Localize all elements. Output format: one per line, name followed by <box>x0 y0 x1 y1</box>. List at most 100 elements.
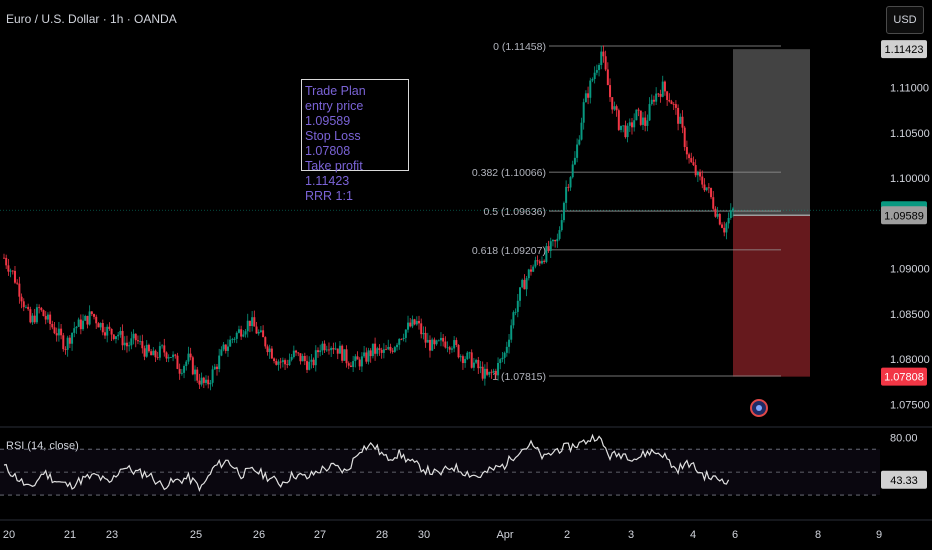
candle-body <box>27 306 30 310</box>
candle-body <box>194 369 197 375</box>
trade-plan-note[interactable]: Trade Plan entry price 1.09589 Stop Loss… <box>301 79 409 203</box>
candle-body <box>288 359 291 366</box>
candle-body <box>519 287 522 301</box>
candle-body <box>330 347 333 351</box>
candle-body <box>415 321 418 325</box>
candle-body <box>385 349 388 351</box>
chart-title: Euro / U.S. Dollar · 1h · OANDA <box>6 12 177 26</box>
candle-body <box>391 350 394 352</box>
candle-body <box>108 326 111 329</box>
candle-body <box>215 366 218 369</box>
candle-body <box>558 230 561 239</box>
time-tick-label: 23 <box>106 529 118 541</box>
candle-body <box>345 349 348 364</box>
alert-dot <box>756 405 762 411</box>
candle-body <box>128 345 131 347</box>
candle-body <box>198 380 201 385</box>
candle-body <box>701 176 704 185</box>
candle-body <box>134 333 137 341</box>
candle-body <box>727 217 730 224</box>
rsi-indicator-label[interactable]: RSI (14, close) <box>6 440 79 452</box>
candle-body <box>536 260 539 262</box>
candle-body <box>606 69 609 86</box>
candle-body <box>486 368 489 375</box>
candle-body <box>705 187 708 191</box>
candles <box>3 45 734 391</box>
candle-body <box>617 110 620 130</box>
candle-body <box>349 365 352 367</box>
candle-body <box>540 260 543 264</box>
candle-body <box>101 323 104 333</box>
rsi-value-label: 43.33 <box>890 475 918 487</box>
candle-body <box>369 350 372 357</box>
candle-body <box>609 85 612 98</box>
candle-body <box>147 344 150 352</box>
candle-body <box>189 353 192 358</box>
time-tick-label: 6 <box>732 529 738 541</box>
candle-body <box>119 330 122 335</box>
candle-body <box>644 117 647 126</box>
candle-body <box>470 352 473 368</box>
candle-body <box>525 278 528 290</box>
candle-body <box>169 357 172 358</box>
candle-body <box>55 333 58 336</box>
candle-body <box>567 186 570 188</box>
candle-body <box>505 346 508 353</box>
candle-body <box>62 335 65 350</box>
candle-body <box>277 361 280 365</box>
candle-body <box>569 177 572 188</box>
candle-body <box>466 352 469 360</box>
rsi-tick-label: 80.00 <box>890 433 918 445</box>
candle-body <box>303 355 306 362</box>
candle-body <box>393 347 396 352</box>
candle-body <box>560 220 563 231</box>
candle-body <box>442 337 445 342</box>
candle-body <box>652 99 655 102</box>
candle-body <box>275 361 278 365</box>
candle-body <box>620 125 623 130</box>
candle-body <box>132 333 135 339</box>
candle-body <box>139 341 142 342</box>
candle-body <box>251 317 254 327</box>
candle-body <box>16 282 19 284</box>
candle-body <box>279 361 282 363</box>
candle-body <box>479 366 482 369</box>
candle-body <box>571 164 574 178</box>
candle-body <box>683 127 686 148</box>
candle-body <box>580 122 583 140</box>
candle-body <box>71 332 74 344</box>
candle-body <box>721 224 724 228</box>
candle-body <box>218 355 221 369</box>
candle-body <box>450 348 453 350</box>
candle-body <box>341 345 344 361</box>
candle-body <box>99 323 102 328</box>
trade-plan-line: Stop Loss 1.07808 <box>305 129 361 158</box>
candle-body <box>431 339 434 351</box>
candle-body <box>710 188 713 198</box>
candle-body <box>635 109 638 121</box>
fib-level-label: 1 (1.07815) <box>492 371 546 383</box>
candle-body <box>547 246 550 251</box>
candle-body <box>488 371 491 375</box>
currency-button[interactable]: USD <box>886 6 924 34</box>
fib-level-label: 0.618 (1.09207) <box>472 245 546 257</box>
candle-body <box>207 379 210 385</box>
candle-body <box>5 257 8 266</box>
candle-body <box>655 93 658 102</box>
alert-icon[interactable] <box>750 399 768 417</box>
candle-body <box>696 172 699 176</box>
candle-body <box>360 356 363 367</box>
candle-body <box>650 99 653 105</box>
candle-body <box>387 346 390 350</box>
candle-body <box>622 125 625 127</box>
candle-body <box>497 363 500 376</box>
candle-body <box>418 321 421 324</box>
candle-body <box>301 355 304 362</box>
candle-body <box>378 348 381 350</box>
candle-body <box>674 104 677 108</box>
candle-body <box>549 241 552 251</box>
candle-body <box>255 326 258 334</box>
price-tick-label: 1.08000 <box>890 354 930 366</box>
candle-body <box>270 348 273 359</box>
